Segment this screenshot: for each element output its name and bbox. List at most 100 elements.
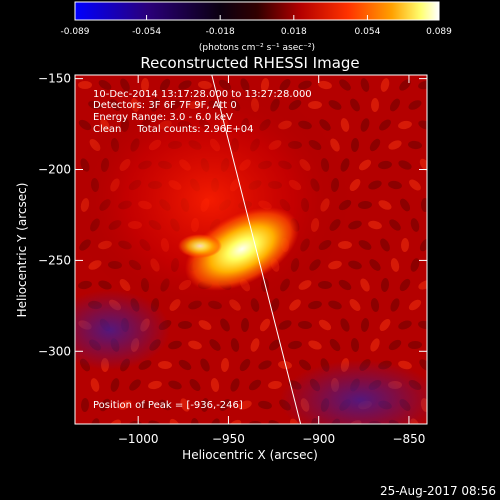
colorbar-tick-label: 0.018 (281, 27, 307, 37)
chart-title: Reconstructed RHESSI Image (140, 54, 359, 72)
ripple-blob (368, 220, 382, 230)
ripple-blob (148, 380, 162, 390)
ripple-blob (369, 259, 381, 271)
ripple-blob (318, 80, 332, 90)
ripple-blob (299, 359, 311, 371)
ripple-blob (78, 81, 92, 89)
ripple-blob (389, 98, 401, 112)
ripple-blob (248, 420, 262, 424)
ripple-blob (360, 78, 370, 92)
ripple-blob (219, 399, 231, 411)
ripple-blob (358, 159, 372, 171)
ripple-blob (328, 100, 342, 110)
ripple-blob (430, 418, 439, 433)
colorbar-tick-label: -0.018 (206, 27, 235, 37)
ripple-blob (400, 238, 410, 252)
ripple-blob (427, 138, 443, 153)
ripple-blob (230, 378, 240, 392)
ripple-blob (410, 258, 420, 272)
ripple-blob (240, 318, 250, 332)
ripple-blob (189, 379, 201, 391)
ripple-blob (328, 260, 342, 270)
ripple-blob (418, 280, 427, 290)
ripple-blob (129, 379, 141, 391)
ripple-blob (350, 138, 360, 152)
ripple-blob (308, 300, 322, 310)
ripple-blob (370, 98, 380, 112)
annotation-energy-range: Energy Range: 3.0 - 6.0 keV (93, 112, 233, 123)
ripple-blob (329, 338, 341, 352)
ripple-blob (408, 340, 422, 350)
ripple-blob (318, 280, 332, 290)
ripple-blob (228, 419, 242, 424)
ripple-blob (169, 418, 181, 424)
ripple-blob (178, 359, 192, 371)
x-tick-label: −850 (392, 432, 425, 446)
ripple-blob (230, 338, 240, 352)
ripple-blob (340, 318, 350, 332)
ripple-blob (258, 400, 272, 410)
ripple-blob (178, 320, 192, 330)
ripple-blob (210, 378, 220, 392)
ripple-blob (308, 340, 322, 350)
ripple-blob (429, 177, 441, 193)
ripple-blob (378, 160, 392, 170)
footer-date: 25-Aug-2017 08:56 (380, 484, 496, 498)
y-tick-label: −150 (38, 72, 71, 86)
ripple-blob (339, 79, 351, 91)
ripple-blob (428, 101, 443, 110)
ripple-blob (350, 98, 360, 112)
ripple-blob (200, 398, 210, 412)
ripple-blob (398, 320, 412, 330)
ripple-blob (308, 100, 322, 110)
ripple-blob (138, 400, 152, 410)
ripple-blob (380, 78, 390, 92)
flare-source (184, 207, 300, 291)
ripple-blob (90, 418, 100, 424)
ripple-blob (418, 320, 427, 330)
ripple-blob (388, 180, 402, 190)
ripple-blob (220, 318, 230, 332)
ripple-blob (390, 298, 400, 312)
ripple-blob (328, 300, 342, 310)
ripple-blob (358, 200, 372, 210)
ripple-blob (168, 340, 182, 350)
ripple-blob (340, 118, 350, 132)
x-tick-label: −1000 (118, 432, 159, 446)
ripple-blob (348, 220, 362, 230)
ripple-blob (200, 358, 210, 372)
ripple-blob (420, 198, 427, 212)
x-tick-label: −950 (212, 432, 245, 446)
ripple-blob (180, 398, 190, 412)
annotation-clean-counts: Clean Total counts: 2.96E+04 (93, 124, 253, 135)
ripple-blob (258, 360, 272, 370)
ripple-blob (78, 280, 92, 290)
ripple-blob (408, 140, 422, 150)
ripple-blob (389, 219, 401, 231)
ripple-blob (409, 179, 421, 191)
plot-frame (74, 74, 428, 425)
ripple-blob (398, 120, 412, 130)
ripple-blob (158, 360, 172, 370)
ripple-blob (238, 400, 252, 410)
ripple-blob (319, 119, 331, 131)
ripple-blob (360, 278, 370, 292)
ripple-blob (109, 419, 121, 424)
ripple-blob (268, 420, 282, 424)
ripple-blob (348, 260, 362, 270)
ripple-blob (259, 318, 271, 332)
ripple-blob (90, 378, 100, 392)
ripple-blob (98, 80, 112, 90)
ripple-blob (209, 339, 221, 351)
ripple-blob (318, 319, 332, 331)
heatmap-image (75, 75, 443, 433)
ripple-blob (220, 358, 230, 372)
ripple-blob (379, 119, 391, 131)
ripple-blob (408, 100, 422, 110)
y-tick-label: −200 (38, 163, 71, 177)
flare-source-tail (178, 234, 222, 258)
ripple-blob (350, 338, 360, 352)
ripple-blob (198, 320, 212, 330)
ripple-blob (110, 378, 120, 392)
